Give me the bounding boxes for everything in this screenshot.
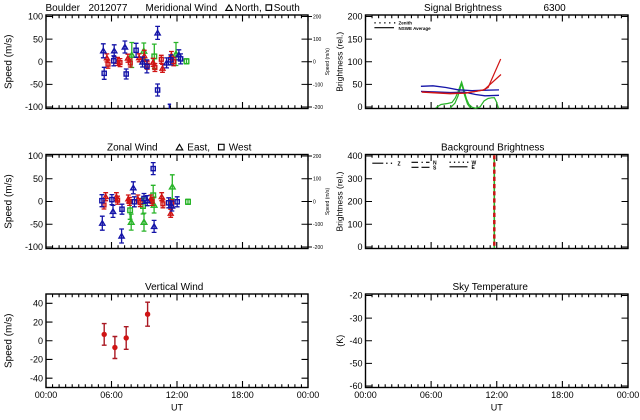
svg-text:-100: -100 bbox=[313, 222, 323, 228]
svg-text:200: 200 bbox=[313, 14, 322, 20]
svg-text:Speed (m/s): Speed (m/s) bbox=[4, 174, 15, 228]
svg-text:Speed (m/s): Speed (m/s) bbox=[325, 188, 331, 216]
svg-text:150: 150 bbox=[347, 34, 362, 44]
svg-text:200: 200 bbox=[313, 154, 322, 160]
svg-text:6300: 6300 bbox=[544, 3, 567, 14]
svg-text:Signal Brightness: Signal Brightness bbox=[424, 3, 502, 14]
svg-text:0: 0 bbox=[357, 242, 362, 252]
svg-text:50: 50 bbox=[352, 80, 362, 90]
svg-text:12:00: 12:00 bbox=[485, 390, 508, 400]
svg-text:-40: -40 bbox=[30, 373, 43, 383]
svg-text:Vertical Wind: Vertical Wind bbox=[145, 282, 203, 293]
svg-text:0: 0 bbox=[313, 199, 316, 205]
svg-text:Brightness (rel.): Brightness (rel.) bbox=[335, 171, 345, 231]
svg-text:0: 0 bbox=[38, 197, 43, 207]
svg-text:(K): (K) bbox=[335, 335, 345, 347]
svg-text:Boulder: Boulder bbox=[46, 3, 81, 14]
svg-text:-200: -200 bbox=[313, 105, 323, 111]
svg-text:0: 0 bbox=[38, 336, 43, 346]
svg-text:Background Brightness: Background Brightness bbox=[441, 143, 544, 154]
svg-text:East,: East, bbox=[187, 143, 210, 154]
svg-text:-60: -60 bbox=[349, 381, 362, 391]
svg-text:-100: -100 bbox=[313, 82, 323, 88]
svg-text:50: 50 bbox=[33, 34, 43, 44]
svg-text:S: S bbox=[433, 166, 437, 172]
svg-text:-200: -200 bbox=[313, 245, 323, 251]
svg-text:100: 100 bbox=[347, 219, 362, 229]
svg-text:40: 40 bbox=[33, 299, 43, 309]
svg-text:100: 100 bbox=[28, 151, 43, 161]
svg-text:00:00: 00:00 bbox=[617, 390, 640, 400]
svg-text:Speed (m/s): Speed (m/s) bbox=[4, 314, 15, 368]
svg-text:100: 100 bbox=[347, 57, 362, 67]
svg-text:-50: -50 bbox=[30, 219, 43, 229]
svg-text:South: South bbox=[274, 3, 300, 14]
svg-text:18:00: 18:00 bbox=[231, 390, 254, 400]
svg-text:Speed (m/s): Speed (m/s) bbox=[4, 35, 15, 89]
svg-text:North,: North, bbox=[235, 3, 262, 14]
svg-text:UT: UT bbox=[491, 403, 503, 413]
svg-text:-100: -100 bbox=[25, 102, 43, 112]
svg-text:-20: -20 bbox=[349, 291, 362, 301]
svg-text:50: 50 bbox=[33, 174, 43, 184]
svg-text:UT: UT bbox=[171, 403, 183, 413]
svg-text:Brightness (rel.): Brightness (rel.) bbox=[335, 32, 345, 92]
svg-text:100: 100 bbox=[28, 12, 43, 22]
svg-text:-20: -20 bbox=[30, 355, 43, 365]
svg-text:Meridional Wind: Meridional Wind bbox=[146, 3, 218, 14]
svg-text:Z: Z bbox=[398, 161, 401, 167]
svg-text:400: 400 bbox=[347, 151, 362, 161]
svg-text:100: 100 bbox=[313, 37, 322, 43]
svg-text:Sky Temperature: Sky Temperature bbox=[453, 282, 529, 293]
svg-text:18:00: 18:00 bbox=[551, 390, 574, 400]
svg-text:NSWE Average: NSWE Average bbox=[399, 26, 432, 31]
svg-text:-50: -50 bbox=[349, 359, 362, 369]
svg-text:N: N bbox=[433, 160, 437, 166]
svg-text:-100: -100 bbox=[25, 242, 43, 252]
svg-text:W: W bbox=[472, 160, 477, 166]
svg-text:06:00: 06:00 bbox=[100, 390, 123, 400]
svg-text:0: 0 bbox=[357, 102, 362, 112]
svg-text:200: 200 bbox=[347, 197, 362, 207]
svg-text:West: West bbox=[229, 143, 252, 154]
svg-text:0: 0 bbox=[313, 60, 316, 66]
svg-text:Speed (m/s): Speed (m/s) bbox=[325, 48, 331, 76]
svg-text:-50: -50 bbox=[30, 80, 43, 90]
svg-text:12:00: 12:00 bbox=[166, 390, 189, 400]
svg-text:20: 20 bbox=[33, 317, 43, 327]
svg-text:E: E bbox=[472, 165, 476, 171]
svg-text:2012077: 2012077 bbox=[89, 3, 128, 14]
svg-text:0: 0 bbox=[38, 57, 43, 67]
svg-text:06:00: 06:00 bbox=[420, 390, 443, 400]
svg-text:100: 100 bbox=[313, 177, 322, 183]
svg-text:00:00: 00:00 bbox=[354, 390, 377, 400]
svg-text:300: 300 bbox=[347, 174, 362, 184]
svg-text:-30: -30 bbox=[349, 313, 362, 323]
svg-text:-40: -40 bbox=[349, 336, 362, 346]
svg-text:200: 200 bbox=[347, 12, 362, 22]
svg-text:00:00: 00:00 bbox=[297, 390, 320, 400]
svg-text:00:00: 00:00 bbox=[35, 390, 58, 400]
svg-text:Zenith: Zenith bbox=[399, 21, 413, 26]
svg-text:Zonal Wind: Zonal Wind bbox=[107, 143, 158, 154]
